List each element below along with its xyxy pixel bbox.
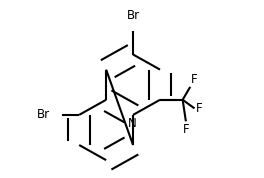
Text: F: F xyxy=(196,102,203,115)
Text: Br: Br xyxy=(126,9,140,22)
Text: Br: Br xyxy=(37,108,50,121)
Text: F: F xyxy=(191,73,198,86)
Text: N: N xyxy=(128,117,136,130)
Text: F: F xyxy=(183,124,189,137)
